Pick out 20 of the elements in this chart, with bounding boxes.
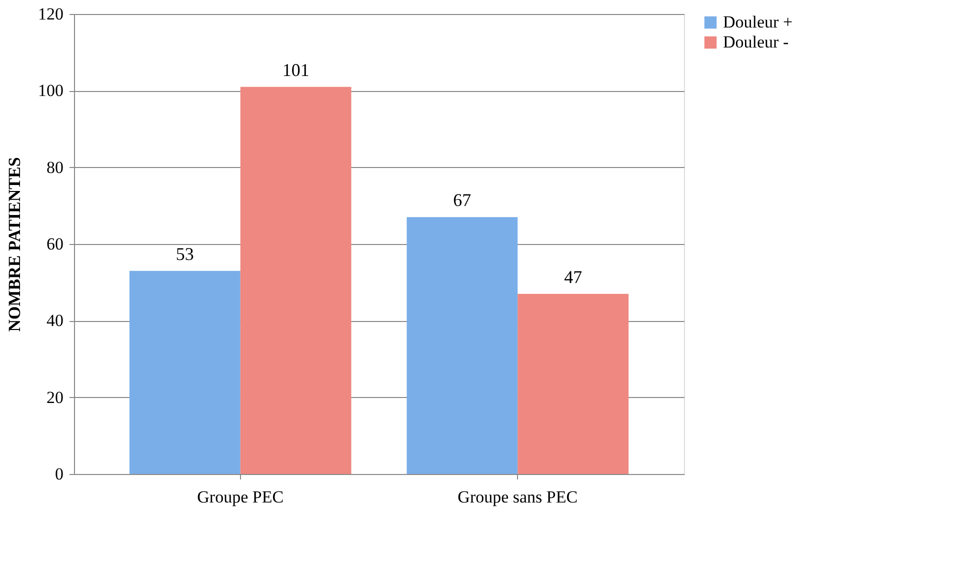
y-tick-label: 60: [46, 234, 64, 254]
x-tick-label: Groupe sans PEC: [458, 488, 578, 506]
data-label: 53: [176, 244, 194, 264]
bar: [406, 217, 518, 474]
data-label: 47: [564, 266, 582, 287]
legend-label: Douleur -: [723, 32, 789, 52]
bar: [240, 86, 352, 474]
legend-label: Douleur +: [723, 12, 793, 32]
y-tick-label: 120: [38, 4, 64, 24]
bar: [129, 270, 240, 474]
y-tick-label: 0: [55, 464, 64, 484]
x-tick-label: Groupe PEC: [197, 488, 284, 506]
y-tick-label: 20: [46, 388, 64, 407]
data-label: 67: [453, 190, 472, 210]
bar: [518, 294, 629, 474]
y-axis-title: NOMBRE PATIENTES: [5, 157, 24, 332]
y-tick-label: 80: [46, 158, 64, 177]
y-tick-label: 100: [38, 81, 64, 100]
data-label: 101: [282, 60, 310, 80]
y-tick-label: 40: [46, 311, 64, 330]
